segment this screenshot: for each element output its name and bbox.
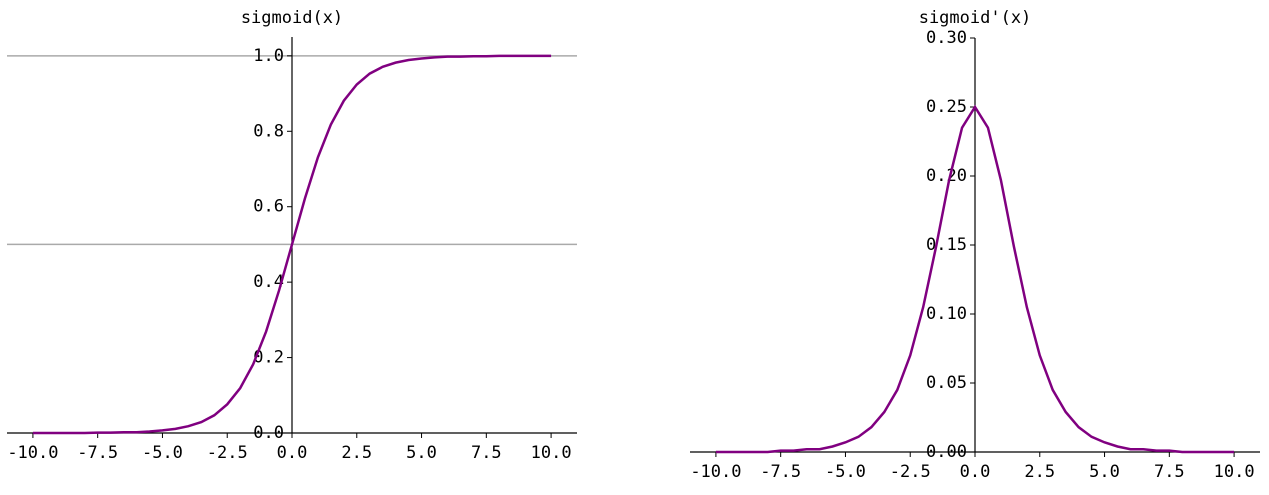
y-tick-label: 0.20 (926, 166, 967, 186)
line-series (715, 104, 1235, 454)
x-tick-label: 10.0 (1214, 462, 1255, 482)
y-tick-label: 0.6 (253, 197, 284, 217)
x-tick-label: -10.0 (690, 462, 741, 482)
x-tick-label: -5.0 (142, 443, 183, 463)
x-tick-label: 7.5 (1154, 462, 1185, 482)
x-tick-label: -2.5 (890, 462, 931, 482)
chart-title: sigmoid'(x) (919, 8, 1032, 28)
x-tick-label: -5.0 (825, 462, 866, 482)
line-series (32, 54, 552, 435)
x-tick-label: 5.0 (406, 443, 437, 463)
x-tick-label: 2.5 (1024, 462, 1055, 482)
x-tick-label: 0.0 (277, 443, 308, 463)
x-tick-label: -7.5 (77, 443, 118, 463)
y-tick-label: 0.10 (926, 304, 967, 324)
x-tick-label: -2.5 (207, 443, 248, 463)
y-tick-label: 0.30 (926, 28, 967, 48)
y-tick-label: 0.8 (253, 121, 284, 141)
x-tick-label: 2.5 (341, 443, 372, 463)
y-tick-label: 0.4 (253, 272, 284, 292)
x-tick-label: 7.5 (471, 443, 502, 463)
y-tick-label: 0.00 (926, 442, 967, 462)
chart-title: sigmoid(x) (241, 8, 343, 28)
x-tick-label: 0.0 (960, 462, 991, 482)
y-tick-label: 0.2 (253, 348, 284, 368)
y-tick-label: 1.0 (253, 46, 284, 66)
x-tick-label: -10.0 (7, 443, 58, 463)
y-tick-label: 0.05 (926, 373, 967, 393)
x-tick-label: 10.0 (531, 443, 572, 463)
x-tick-label: 5.0 (1089, 462, 1120, 482)
y-tick-label: 0.15 (926, 235, 967, 255)
x-tick-label: -7.5 (760, 462, 801, 482)
y-tick-label: 0.0 (253, 423, 284, 443)
y-tick-label: 0.25 (926, 97, 967, 117)
